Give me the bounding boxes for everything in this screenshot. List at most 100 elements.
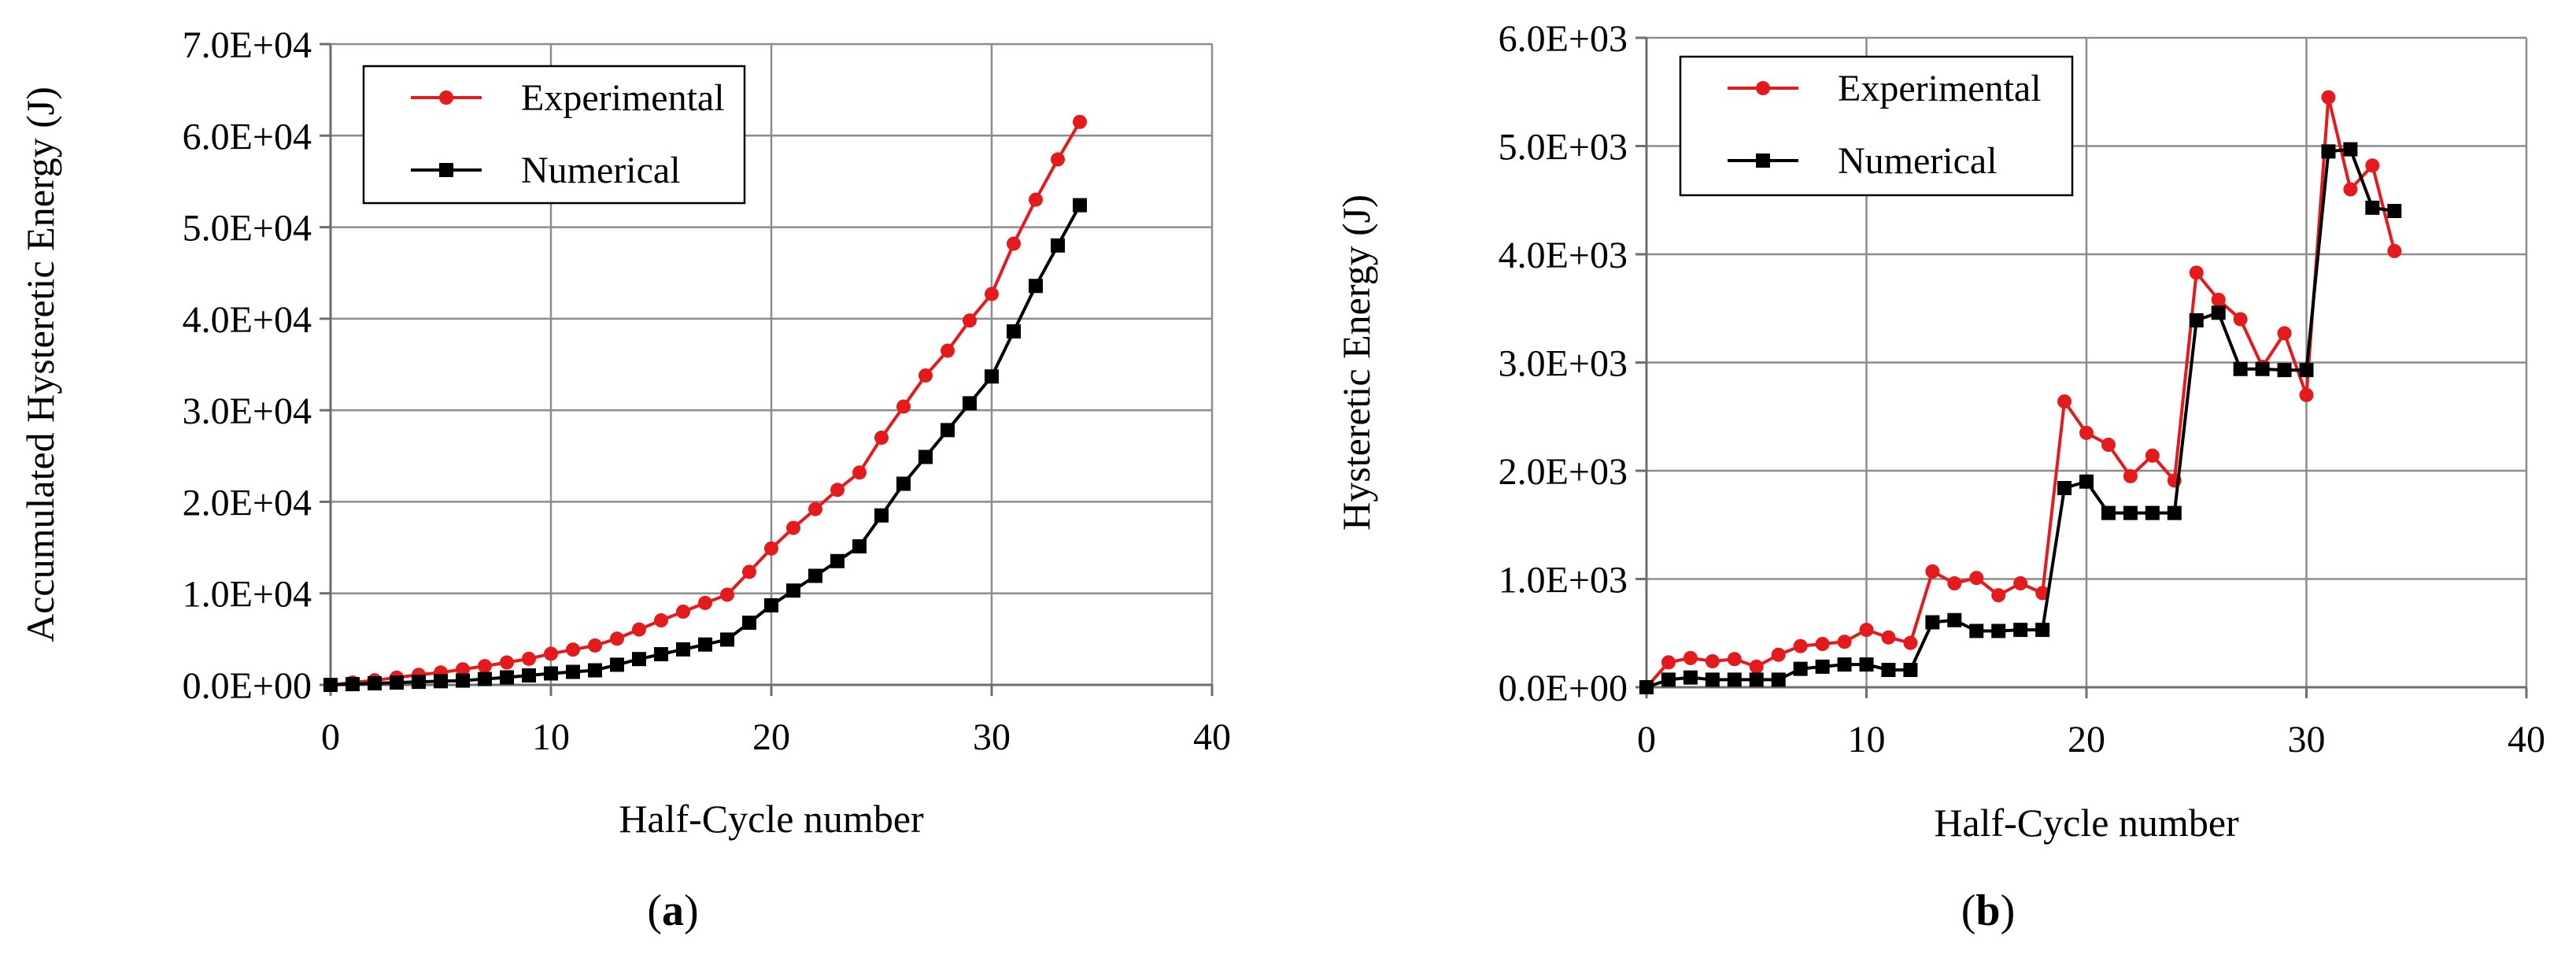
data-point-experimental [1073,114,1087,129]
legend-label-numerical: Numerical [521,150,681,191]
data-point-numerical [896,476,911,491]
data-point-numerical [1639,680,1654,694]
data-point-numerical [2013,623,2028,638]
data-point-numerical [2321,144,2336,159]
data-point-numerical [742,616,756,631]
data-point-numerical [676,642,690,657]
data-point-numerical [2233,361,2248,376]
x-tick-label: 20 [752,716,790,758]
data-point-numerical [1029,279,1043,294]
data-point-numerical [1051,238,1065,253]
data-point-numerical [412,675,426,690]
chart-b-hysteretic-per-cycle: 0 10 20 30 40 0.0E+00 1.0E+03 2.0E+03 3.0E+03 4.0… [1334,18,2545,935]
x-tick-label: 30 [973,716,1011,758]
data-point-numerical [874,508,889,523]
data-point-numerical [1727,672,1742,687]
data-point-experimental [632,622,646,637]
data-point-experimental [1705,654,1720,668]
data-point-experimental [654,613,668,628]
data-point-numerical [2035,623,2050,638]
chart-a-hysteretic-accumulated: 0 10 20 30 40 0.0E+00 1.0E+04 2.0E+04 3.0E+04 4.0… [18,24,1231,935]
y-axis-title: Hysteretic Energy (J) [1334,194,1378,531]
data-point-experimental [830,483,844,498]
data-point-experimental [2123,468,2138,483]
legend-marker-experimental [1756,81,1770,95]
data-point-experimental [610,631,624,646]
y-tick-label: 1.0E+04 [183,574,312,616]
data-point-numerical [2145,505,2160,520]
data-point-experimental [1029,192,1043,207]
y-tick-label: 5.0E+03 [1499,127,1628,168]
data-point-experimental [588,638,602,653]
data-point-numerical [500,670,514,685]
panel-letter: b [1975,886,2000,935]
data-point-experimental [1051,152,1065,167]
data-point-experimental [2299,387,2314,402]
x-tick-label: 40 [1193,716,1231,758]
data-point-numerical [1925,615,1940,630]
y-tick-label: 4.0E+03 [1499,235,1628,276]
series-line-numerical [330,204,1081,686]
data-point-experimental [2277,326,2292,341]
data-point-numerical [610,657,624,672]
data-point-numerical [2299,363,2314,378]
data-point-experimental [522,651,536,666]
data-point-numerical [1683,670,1698,685]
data-point-experimental [2343,182,2358,197]
y-tick-label: 4.0E+04 [183,299,312,341]
data-point-experimental [2145,448,2160,463]
legend-box [1679,55,2074,197]
legend-box [362,65,746,205]
data-point-numerical [2365,200,2380,215]
legend-label-numerical: Numerical [1838,140,1998,182]
data-point-numerical [2189,313,2204,327]
data-point-experimental [1947,576,1962,590]
y-tick-label: 0.0E+00 [183,665,312,707]
data-point-numerical [632,652,646,667]
data-point-numerical [588,663,602,678]
x-tick-label: 30 [2288,719,2326,760]
data-point-numerical [1007,324,1021,339]
data-point-numerical [390,675,404,690]
data-point-experimental [1925,564,1940,579]
data-point-experimental [808,501,822,516]
data-point-numerical [2123,505,2138,520]
data-point-numerical [566,664,580,679]
data-point-numerical [1837,657,1852,672]
data-point-experimental [478,659,492,674]
x-tick-label: 0 [1637,719,1656,760]
data-point-experimental [1661,655,1676,670]
data-point-numerical [698,637,712,652]
panel-label: (a) [647,886,698,935]
data-point-numerical [346,677,360,692]
data-point-numerical [2343,142,2358,157]
data-point-numerical [1859,657,1874,672]
x-tick-label: 40 [2508,719,2545,760]
legend-label-experimental: Experimental [1838,68,2042,109]
x-tick-label: 10 [532,716,570,758]
y-axis-title: Accumulated Hysteretic Energy (J) [18,87,62,642]
data-point-experimental [764,541,778,556]
data-point-numerical [2057,481,2072,495]
data-point-experimental [1749,659,1764,674]
data-point-experimental [2035,586,2050,601]
data-point-experimental [985,287,999,302]
data-point-experimental [2387,243,2402,258]
y-tick-label: 3.0E+04 [183,390,312,432]
legend-label-experimental: Experimental [521,77,725,119]
data-point-experimental [2189,265,2204,280]
data-point-experimental [852,465,867,480]
data-point-numerical [478,671,492,686]
data-point-experimental [1727,652,1742,667]
data-point-experimental [2365,158,2380,173]
data-point-numerical [1073,198,1087,213]
data-point-numerical [941,423,955,438]
y-tick-label: 2.0E+03 [1499,451,1628,493]
x-axis-title: Half-Cycle number [619,797,924,841]
data-point-numerical [720,632,734,647]
data-point-experimental [1683,650,1698,665]
data-point-experimental [1991,588,2006,603]
data-point-numerical [1749,672,1764,687]
panel-letter: a [662,886,684,935]
